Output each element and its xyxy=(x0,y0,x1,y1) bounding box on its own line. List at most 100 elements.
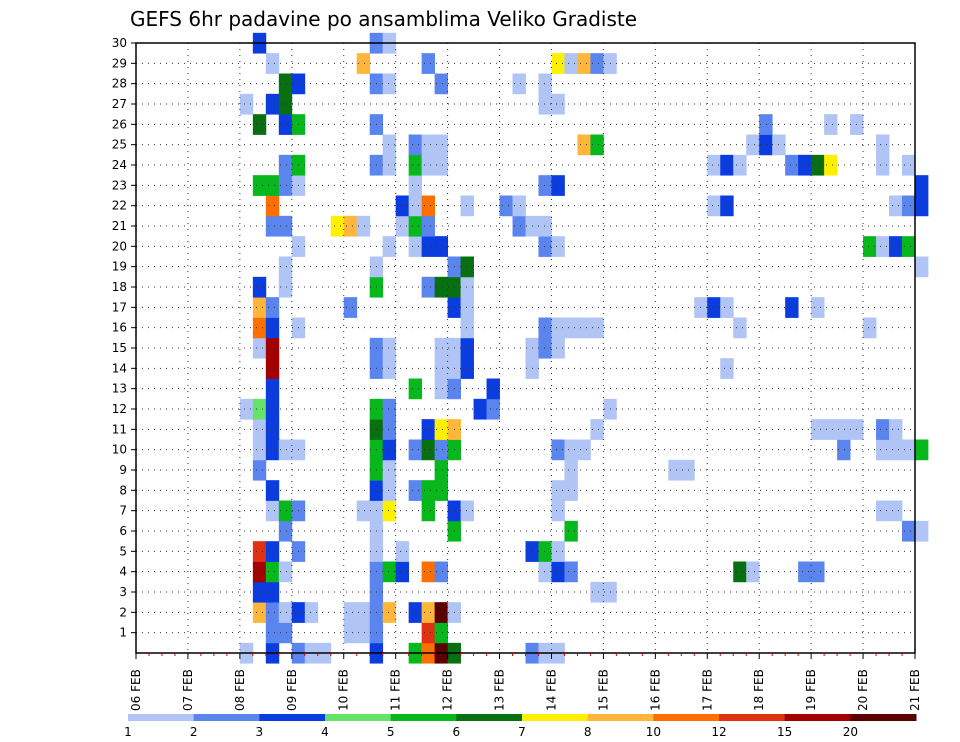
y-tick-label: 9 xyxy=(119,463,127,477)
heatmap-cell xyxy=(564,480,578,501)
heatmap-cell xyxy=(278,93,293,115)
heatmap-cell xyxy=(811,561,825,583)
heatmap-cell xyxy=(460,500,474,522)
heatmap-cell xyxy=(512,215,526,237)
x-tick-label: 11 FEB xyxy=(389,669,403,711)
heatmap-cell xyxy=(265,480,280,501)
heatmap-cell xyxy=(408,154,423,176)
heatmap-cell xyxy=(460,276,474,298)
heatmap-cell xyxy=(915,439,929,461)
heatmap-cell xyxy=(538,317,552,339)
heatmap-cell xyxy=(434,602,448,623)
color-legend: 1 2 3 4 5 6 7 8 10 12 15 20 xyxy=(124,714,917,739)
heatmap-cell xyxy=(720,154,734,176)
heatmap-cell xyxy=(421,154,436,176)
heatmap-cell xyxy=(278,154,293,176)
heatmap-cell xyxy=(382,398,397,420)
y-tick-label: 19 xyxy=(112,260,127,274)
y-tick-label: 23 xyxy=(112,178,127,192)
heatmap-cell xyxy=(837,439,851,461)
heatmap-cell xyxy=(551,175,565,196)
heatmap-cell xyxy=(811,419,825,440)
heatmap-cell xyxy=(278,215,293,237)
heatmap-cell xyxy=(278,114,293,135)
heatmap-cell xyxy=(577,53,591,74)
heatmap-cell xyxy=(421,602,436,623)
heatmap-cell xyxy=(564,459,578,481)
heatmap-cell xyxy=(434,378,448,400)
y-tick-label: 24 xyxy=(112,158,127,172)
heatmap-cell xyxy=(590,134,604,156)
heatmap-cell xyxy=(421,480,436,501)
heatmap-cell xyxy=(382,561,397,583)
heatmap-cell xyxy=(785,297,799,318)
heatmap-cell xyxy=(590,317,604,339)
x-tick-label: 06 FEB xyxy=(129,669,143,711)
heatmap-cell xyxy=(421,134,436,156)
heatmap-cell xyxy=(863,317,877,339)
legend-label: 7 xyxy=(518,725,526,739)
heatmap-cell xyxy=(889,195,903,217)
heatmap-cell xyxy=(382,439,397,461)
heatmap-cell xyxy=(577,439,591,461)
heatmap-cell xyxy=(707,154,721,176)
heatmap-cell xyxy=(382,134,397,156)
heatmap-cell xyxy=(265,398,280,420)
heatmap-cell xyxy=(720,195,734,217)
y-tick-label: 27 xyxy=(112,97,127,111)
y-tick-label: 1 xyxy=(119,626,127,640)
heatmap-cell xyxy=(343,297,358,318)
y-tick-label: 7 xyxy=(119,504,127,518)
heatmap-cell xyxy=(408,236,423,257)
y-tick-label: 13 xyxy=(112,382,127,396)
y-tick-label: 8 xyxy=(119,483,127,497)
heatmap-cell xyxy=(707,297,721,318)
heatmap-cell xyxy=(421,236,436,257)
heatmap-cell xyxy=(551,93,565,115)
heatmap-cell xyxy=(343,215,358,237)
heatmap-cell xyxy=(538,73,552,95)
heatmap-cell xyxy=(538,93,552,115)
heatmap-cell xyxy=(590,419,604,440)
heatmap-cell xyxy=(252,317,267,339)
heatmap-cell xyxy=(538,561,552,583)
legend-label: 12 xyxy=(711,725,726,739)
heatmap-cell xyxy=(564,439,578,461)
heatmap-cell xyxy=(590,581,604,603)
legend-swatch xyxy=(719,714,786,721)
y-tick-label: 26 xyxy=(112,117,127,131)
heatmap-cell xyxy=(356,53,371,74)
heatmap-cell xyxy=(252,297,267,318)
heatmap-cell xyxy=(876,439,890,461)
legend-label: 5 xyxy=(387,725,395,739)
heatmap-cell xyxy=(265,378,280,400)
heatmap-cell xyxy=(239,93,254,115)
heatmap-cell xyxy=(265,215,280,237)
heatmap-cell xyxy=(408,215,423,237)
heatmap-cell xyxy=(460,256,474,278)
x-tick-label: 14 FEB xyxy=(544,669,558,711)
heatmap-cell xyxy=(824,154,838,176)
heatmap-cell xyxy=(252,337,267,359)
heatmap-cell xyxy=(434,439,448,461)
heatmap-cell xyxy=(252,114,267,135)
legend-swatch xyxy=(850,714,917,721)
heatmap-cell xyxy=(837,419,851,440)
y-tick-label: 17 xyxy=(112,300,127,314)
heatmap-cell xyxy=(265,439,280,461)
heatmap-cell xyxy=(252,398,267,420)
heatmap-cell xyxy=(798,154,812,176)
chart-title: GEFS 6hr padavine po ansamblima Veliko G… xyxy=(130,7,637,31)
heatmap-cell xyxy=(460,195,474,217)
heatmap-cell xyxy=(265,561,280,583)
heatmap-cell xyxy=(720,297,734,318)
heatmap-cell xyxy=(278,500,293,522)
heatmap-cell xyxy=(408,175,423,196)
y-tick-label: 25 xyxy=(112,138,127,152)
x-tick-label: 17 FEB xyxy=(700,669,714,711)
heatmap-cell xyxy=(434,358,448,379)
x-tick-label: 16 FEB xyxy=(648,669,662,711)
heatmap-cell xyxy=(395,541,410,562)
heatmap-cell xyxy=(434,480,448,501)
